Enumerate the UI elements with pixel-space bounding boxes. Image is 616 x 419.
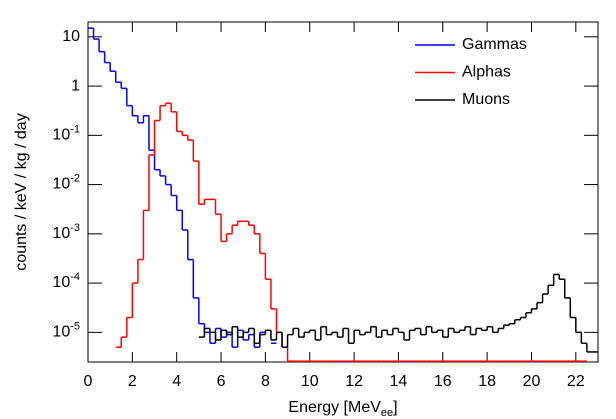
x-tick-label: 8 [261, 373, 270, 390]
x-tick-label: 6 [217, 373, 226, 390]
series [198, 273, 598, 353]
x-tick-label: 18 [478, 373, 496, 390]
y-tick-exponent: -5 [70, 320, 80, 332]
x-tick-label: 20 [523, 373, 541, 390]
x-tick-label: 12 [345, 373, 363, 390]
y-tick-label: 10-2 [52, 172, 80, 192]
y-tick-base: 10 [52, 176, 70, 193]
x-tick-label: 14 [390, 373, 408, 390]
x-tick-label: 10 [301, 373, 319, 390]
y-tick-base: 10 [52, 324, 70, 341]
x-axis-title: Energy [MeVee] [288, 399, 397, 419]
x-tick-label: 0 [84, 373, 93, 390]
y-tick-base: 10 [52, 225, 70, 242]
y-tick-label: 10-4 [52, 271, 80, 291]
x-title-text: Energy [MeV [288, 399, 381, 416]
series [115, 102, 587, 362]
y-tick-label: 1 [71, 77, 80, 94]
y-tick-label: 10-1 [52, 123, 80, 143]
y-tick-label: 10-5 [52, 320, 80, 340]
x-tick-label: 4 [172, 373, 181, 390]
x-tick-label: 22 [567, 373, 585, 390]
y-axis-title: counts / keV / kg / day [13, 113, 30, 270]
legend-label: Gammas [462, 36, 527, 53]
y-tick-exponent: -2 [70, 172, 80, 184]
y-tick-base: 10 [52, 127, 70, 144]
y-tick-exponent: -1 [70, 123, 80, 135]
y-tick-label: 10-3 [52, 222, 80, 242]
series [88, 27, 277, 348]
y-tick-label: 10 [62, 28, 80, 45]
legend-label: Alphas [462, 64, 511, 81]
y-tick-base: 10 [52, 274, 70, 291]
y-tick-exponent: -4 [70, 271, 80, 283]
x-title-subscript: ee [381, 407, 393, 419]
plot-frame [87, 21, 599, 363]
legend-label: Muons [462, 91, 510, 108]
x-title-suffix: ] [393, 399, 397, 416]
x-tick-label: 2 [128, 373, 137, 390]
x-tick-label: 16 [434, 373, 452, 390]
y-tick-exponent: -3 [70, 222, 80, 234]
